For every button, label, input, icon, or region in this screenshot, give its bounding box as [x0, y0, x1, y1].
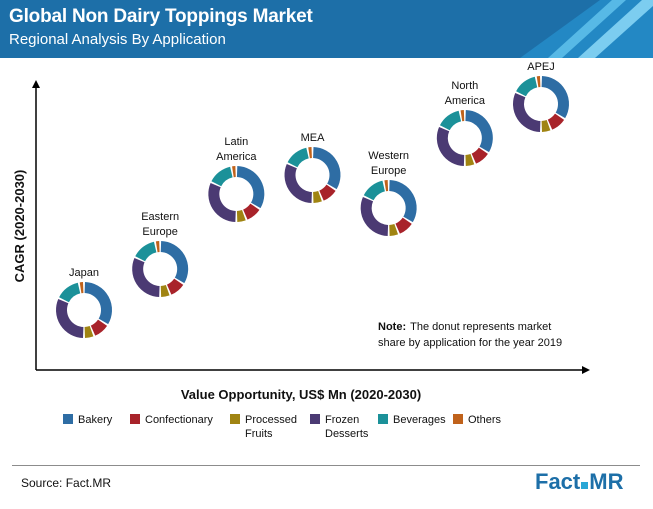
donut-segment-beverages	[363, 180, 386, 201]
donut-segment-confectionary	[547, 113, 565, 130]
region-label: North	[451, 80, 478, 92]
donut-segment-frozen-desserts	[208, 182, 237, 222]
donut-segment-bakery	[541, 76, 569, 119]
donut-segment-bakery	[312, 147, 341, 190]
donut-segment-frozen-desserts	[56, 298, 84, 338]
donut-segment-confectionary	[166, 278, 184, 295]
note-bold: Note:	[378, 321, 406, 333]
donut-segment-confectionary	[395, 217, 412, 234]
source-text: Source: Fact.MR	[21, 476, 112, 490]
logo-dot	[581, 482, 589, 489]
legend-item-bakery: Bakery	[63, 414, 113, 426]
x-axis-arrow	[582, 366, 590, 374]
donut-segment-bakery	[388, 180, 417, 223]
header-banner: Global Non Dairy Toppings Market Regiona…	[0, 0, 653, 58]
donut-layer: Japan Eastern Europe Latin America MEA Western…	[56, 61, 569, 338]
region-label: America	[445, 95, 486, 107]
legend-swatch	[378, 414, 388, 424]
legend-swatch	[310, 414, 320, 424]
legend-item-others: Others	[453, 414, 502, 426]
note-line-2: share by application for the year 2019	[378, 337, 562, 349]
donut-segment-processed-fruits	[312, 190, 322, 203]
region-label: Japan	[69, 267, 99, 279]
logo-part-1: Fact	[535, 469, 581, 494]
footer-divider	[12, 465, 640, 466]
donut-segment-processed-fruits	[465, 153, 475, 166]
legend-label: Others	[468, 414, 502, 426]
header-stripes-decoration	[520, 0, 653, 58]
chart: CAGR (2020-2030) Value Opportunity, US$ …	[12, 61, 590, 440]
legend-label: Bakery	[78, 414, 113, 426]
legend-label: Desserts	[325, 428, 369, 440]
donut-segment-confectionary	[471, 147, 488, 164]
region-label: Europe	[142, 226, 177, 238]
legend-item-beverages: Beverages	[378, 414, 446, 426]
axes	[32, 80, 590, 374]
region-label: America	[216, 151, 257, 163]
legend-label: Confectionary	[145, 414, 213, 426]
donut-western-europe: Western Europe	[360, 150, 417, 236]
donut-north-america: North America	[436, 80, 493, 166]
donut-segment-beverages	[135, 241, 157, 262]
donut-segment-processed-fruits	[84, 325, 94, 338]
legend: Bakery Confectionary Processed Fruits Frozen…	[63, 414, 502, 440]
donut-eastern-europe: Eastern Europe	[132, 211, 189, 297]
legend-swatch	[130, 414, 140, 424]
donut-segment-processed-fruits	[541, 119, 551, 132]
donut-segment-beverages	[439, 110, 462, 131]
donut-segment-frozen-desserts	[360, 196, 389, 236]
donut-segment-bakery	[464, 110, 493, 153]
donut-segment-beverages	[59, 282, 81, 303]
legend-swatch	[230, 414, 240, 424]
page-subtitle: Regional Analysis By Application	[9, 31, 226, 48]
donut-segment-processed-fruits	[236, 209, 246, 222]
donut-segment-frozen-desserts	[436, 126, 465, 166]
page-title: Global Non Dairy Toppings Market	[9, 6, 313, 27]
legend-swatch	[63, 414, 73, 424]
legend-label: Frozen	[325, 414, 359, 426]
logo-part-2: MR	[589, 469, 624, 494]
region-label: APEJ	[527, 61, 555, 73]
legend-item-confectionary: Confectionary	[130, 414, 213, 426]
donut-segment-frozen-desserts	[513, 92, 541, 132]
donut-segment-beverages	[287, 147, 310, 168]
legend-item-frozen-desserts: Frozen Desserts	[310, 414, 369, 440]
donut-segment-beverages	[211, 166, 234, 187]
donut-japan: Japan	[56, 267, 112, 338]
legend-label: Fruits	[245, 428, 273, 440]
legend-label: Processed	[245, 414, 297, 426]
region-label: Western	[368, 150, 409, 162]
region-label: MEA	[301, 132, 326, 144]
legend-label: Beverages	[393, 414, 446, 426]
donut-segment-beverages	[516, 76, 538, 97]
note: Note: The donut represents market	[378, 321, 551, 333]
donut-segment-confectionary	[90, 319, 108, 336]
x-axis-label: Value Opportunity, US$ Mn (2020-2030)	[181, 387, 421, 402]
note-line-1: The donut represents market	[410, 321, 551, 333]
donut-segment-processed-fruits	[389, 223, 399, 236]
donut-segment-bakery	[84, 282, 112, 325]
donut-segment-processed-fruits	[160, 284, 170, 297]
donut-apej: APEJ	[513, 61, 569, 132]
donut-segment-frozen-desserts	[284, 163, 313, 203]
region-label: Europe	[371, 165, 406, 177]
region-label: Eastern	[141, 211, 179, 223]
y-axis-label: CAGR (2020-2030)	[12, 170, 27, 283]
donut-segment-confectionary	[242, 203, 260, 220]
y-axis-arrow	[32, 80, 40, 88]
donut-segment-frozen-desserts	[132, 257, 160, 297]
donut-segment-bakery	[160, 241, 189, 284]
factmr-logo: Fact MR	[535, 469, 623, 495]
legend-swatch	[453, 414, 463, 424]
legend-item-processed-fruits: Processed Fruits	[230, 414, 297, 440]
donut-mea: MEA	[284, 132, 341, 203]
donut-segment-bakery	[236, 166, 265, 209]
donut-latin-america: Latin America	[208, 136, 265, 222]
region-label: Latin	[224, 136, 248, 148]
donut-segment-confectionary	[318, 184, 336, 201]
